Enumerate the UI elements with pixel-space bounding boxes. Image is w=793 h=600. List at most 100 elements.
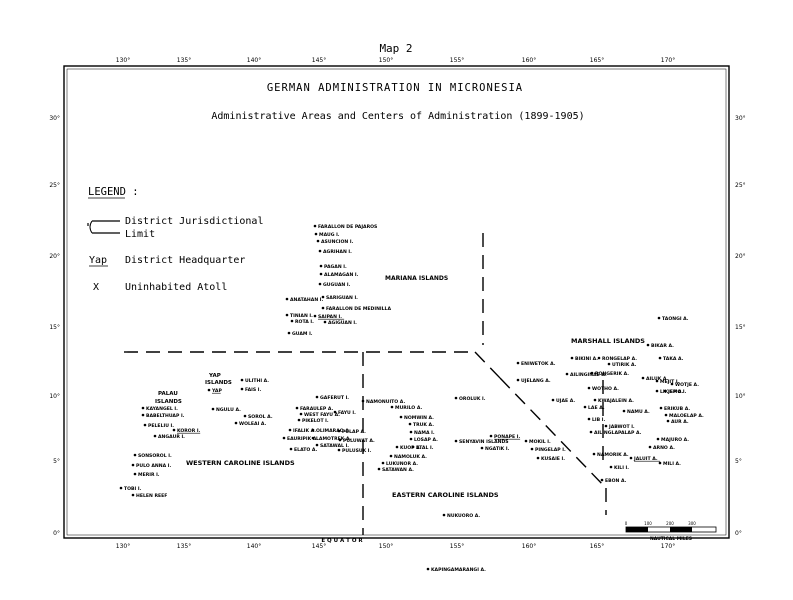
- legend-bracket-symbol: [89, 220, 93, 234]
- place-sonsorol-i: SONSOROL I.: [133, 453, 172, 459]
- island-dot: [399, 415, 403, 419]
- island-dot: [590, 371, 594, 375]
- scale-unit: NAUTICAL MILES: [650, 536, 692, 542]
- island-dot: [489, 434, 493, 438]
- place-satawan-a: SATAWAN A.: [377, 467, 414, 473]
- place-wotje-a: WOTJE A.: [670, 382, 699, 388]
- place-rongerik-a: RONGERIK A.: [590, 371, 629, 377]
- place-label: GUGUAN I.: [323, 282, 351, 288]
- place-label: TINIAN I.: [290, 313, 313, 319]
- place-label: TAONGI A.: [662, 316, 689, 322]
- island-dot: [409, 430, 413, 434]
- island-dot: [297, 418, 301, 422]
- place-helen-reef: HELEN REEF: [131, 493, 167, 499]
- place-label: SENYAVIN ISLANDS: [459, 439, 509, 445]
- place-namorik-a: NAMORIK A.: [592, 452, 629, 458]
- island-dot: [658, 461, 662, 465]
- legend-item-district-limit: District Jurisdictional: [125, 216, 263, 227]
- island-dot: [666, 419, 670, 423]
- place-label: MERIR I.: [138, 472, 160, 478]
- longitude-label-bottom: 165°: [590, 543, 604, 550]
- place-taka-a: TAKA A.: [658, 356, 684, 362]
- place-label: FAIS I.: [245, 387, 261, 393]
- legend-item-district-hq: District Headquarter: [125, 255, 245, 266]
- place-agiguan-i: AGIGUAN I.: [323, 320, 357, 326]
- place-woleai-a: WOLEAI A.: [234, 421, 267, 427]
- island-dot: [395, 445, 399, 449]
- legend: LEGEND : District Jurisdictional Limit Y…: [87, 186, 263, 293]
- map-title: GERMAN ADMINISTRATION IN MICRONESIA: [267, 82, 523, 94]
- island-dot: [337, 448, 341, 452]
- map-frame-outer: [63, 65, 730, 539]
- place-ponape-i: PONAPE I.: [489, 434, 520, 440]
- island-dot: [321, 295, 325, 299]
- place-label: ENIWETOK A.: [521, 361, 556, 367]
- place-koror-i: KOROR I.: [172, 428, 201, 434]
- region-eastern-caroline-islands: EASTERN CAROLINE ISLANDS: [392, 491, 499, 499]
- place-label: EBON A.: [605, 478, 627, 484]
- island-dot: [333, 410, 337, 414]
- place-bikini-a: BIKINI A.: [570, 356, 598, 362]
- longitude-label-top: 170°: [661, 57, 675, 64]
- place-label: OLIMARAO A.: [316, 428, 351, 434]
- place-merir-i: MERIR I.: [133, 472, 160, 478]
- island-dot: [311, 428, 315, 432]
- place-truk-a: TRUK A.: [408, 422, 434, 428]
- region-palau-islands-line1: PALAU: [158, 391, 178, 397]
- island-dot: [659, 406, 663, 410]
- island-dot: [316, 239, 320, 243]
- island-dot: [607, 362, 611, 366]
- longitude-label-bottom: 155°: [450, 543, 464, 550]
- scale-tick-label: 0: [625, 521, 628, 526]
- place-label: MILI A.: [663, 461, 681, 467]
- legend-item-uninhabited-atoll: Uninhabited Atoll: [125, 282, 227, 293]
- latitude-label-right: 15°: [735, 324, 746, 331]
- scale-bar-fill: [626, 527, 648, 532]
- place-ifalik-a: IFALIK A.: [288, 428, 316, 434]
- region-palau-islands-line2: ISLANDS: [155, 399, 182, 405]
- place-label: LUKUNOR A.: [386, 461, 418, 467]
- place-wotho-a: WOTHO A.: [587, 386, 619, 392]
- place-label: BABELTHUAP I.: [146, 413, 185, 419]
- island-dot: [600, 478, 604, 482]
- place-losap-a: LOSAP A.: [409, 437, 438, 443]
- place-label: RONGELAP A.: [602, 356, 637, 362]
- island-dot: [141, 413, 145, 417]
- island-dot: [282, 436, 286, 440]
- latitude-label-left: 0°: [53, 530, 60, 537]
- latitude-labels-left: 30° 25° 20° 15° 10° 5° 0°: [49, 115, 60, 537]
- legend-dashed-line-symbol: [87, 220, 120, 234]
- place-label: NAMORIK A.: [597, 452, 629, 458]
- island-dot: [153, 434, 157, 438]
- longitude-label-bottom: 160°: [522, 543, 536, 550]
- place-label: SATAWAL I.: [320, 443, 349, 449]
- latitude-label-left: 20°: [49, 253, 60, 260]
- place-label: ALAMAGAN I.: [324, 272, 359, 278]
- island-dot: [285, 297, 289, 301]
- island-dot: [295, 406, 299, 410]
- latitude-label-right: 5°: [735, 458, 742, 465]
- island-dot: [454, 396, 458, 400]
- island-dot: [172, 428, 176, 432]
- place-label: EAURIPIK A.: [287, 436, 318, 442]
- island-dot: [587, 386, 591, 390]
- place-namonuito-a: NAMONUITO A.: [361, 399, 405, 405]
- longitude-labels-top: 130° 135° 140° 145° 150° 155° 160° 165° 170°: [116, 57, 675, 64]
- island-dot: [597, 356, 601, 360]
- scale-tick-label: 300: [688, 521, 696, 526]
- place-label: MALOELAP A.: [669, 413, 704, 419]
- latitude-label-left: 5°: [53, 458, 60, 465]
- place-kwajalein-a: KWAJALEIN A.: [593, 398, 634, 404]
- island-dot: [629, 456, 633, 460]
- place-aur-a: AUR A.: [666, 419, 689, 425]
- place-angaur-i: ANGAUR I.: [153, 434, 185, 440]
- place-label: SAIPAN I.: [318, 314, 342, 320]
- island-dot: [131, 493, 135, 497]
- legend-symbol-yap: Yap: [89, 255, 107, 266]
- place-kuop-a: KUOP A.: [395, 445, 422, 451]
- island-dot: [604, 424, 608, 428]
- island-dot: [524, 439, 528, 443]
- island-dot: [516, 378, 520, 382]
- place-label: PELELIU I.: [148, 423, 174, 429]
- island-dot: [133, 453, 137, 457]
